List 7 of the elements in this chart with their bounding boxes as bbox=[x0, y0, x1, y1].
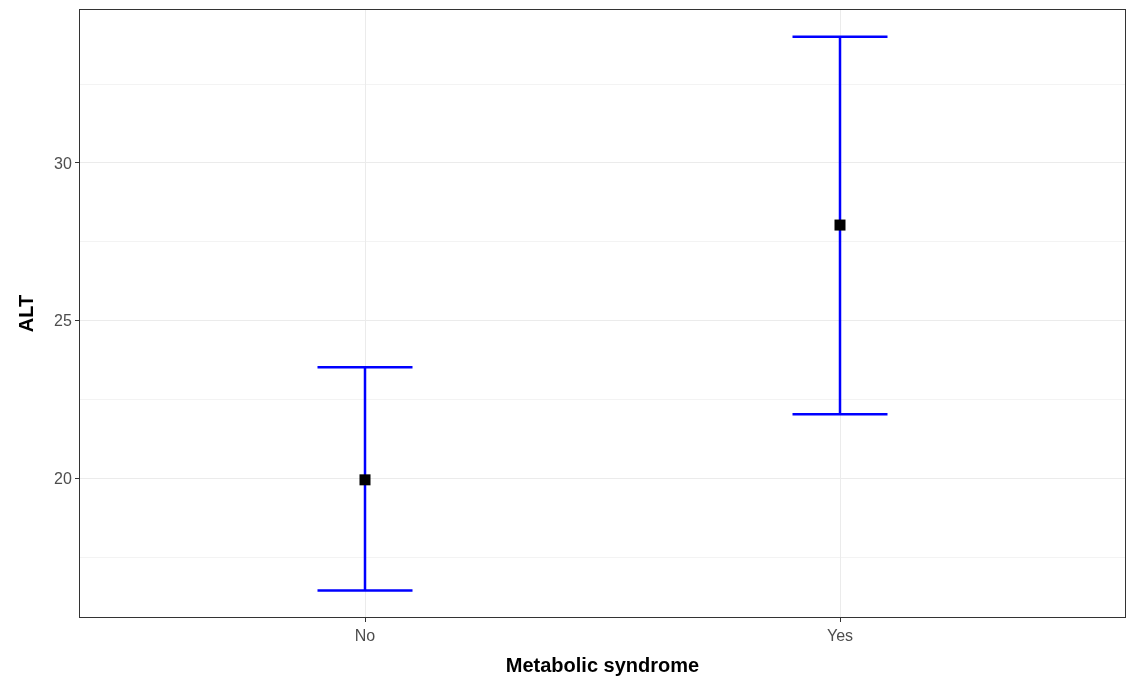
y-tick-label: 20 bbox=[54, 469, 72, 487]
x-tick-label: No bbox=[354, 627, 376, 645]
x-tick-label: Yes bbox=[826, 627, 854, 645]
y-tick-label: 30 bbox=[54, 154, 72, 172]
y-axis-title: ALT bbox=[14, 294, 37, 333]
x-axis-title: Metabolic syndrome bbox=[505, 654, 700, 676]
y-tick-label: 25 bbox=[54, 312, 72, 330]
